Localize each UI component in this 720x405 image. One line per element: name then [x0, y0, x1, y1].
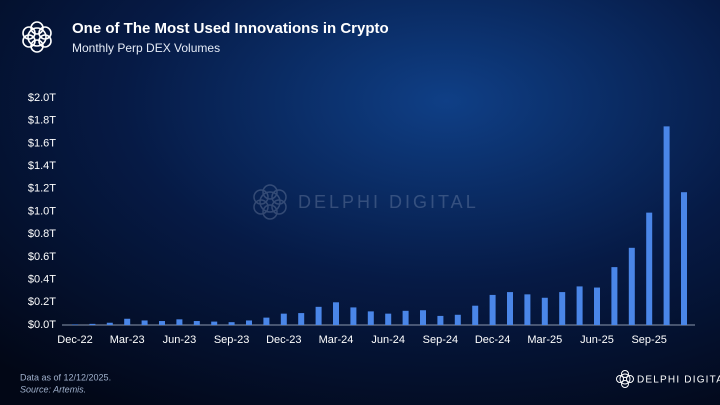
x-tick-label: Sep-23	[214, 334, 249, 346]
x-tick-label: Sep-25	[631, 334, 666, 346]
footnote: Source: Artemis.	[20, 384, 86, 394]
y-tick-label: $0.8T	[28, 228, 56, 240]
bar	[176, 319, 183, 325]
x-tick-label: Sep-24	[423, 334, 458, 346]
y-tick-label: $0.2T	[28, 296, 56, 308]
bar	[611, 267, 618, 325]
bar	[263, 317, 270, 325]
x-tick-label: Dec-24	[475, 334, 510, 346]
watermark: DELPHI DIGITAL	[253, 184, 479, 220]
brand-icon	[616, 370, 634, 388]
bar	[367, 311, 374, 325]
bar	[489, 294, 496, 325]
bar	[124, 318, 131, 325]
bar	[333, 302, 339, 325]
bar	[576, 286, 583, 325]
chart-subtitle: Monthly Perp DEX Volumes	[72, 41, 220, 55]
bar	[89, 323, 96, 325]
bar	[385, 313, 392, 325]
bar	[524, 294, 531, 325]
bar	[472, 305, 479, 325]
logo-icon	[22, 21, 52, 53]
bar	[315, 306, 322, 325]
x-tick-label: Mar-25	[527, 334, 562, 346]
bar	[193, 321, 200, 325]
y-tick-label: $2.0T	[28, 92, 56, 104]
x-tick-label: Dec-22	[57, 334, 92, 346]
bar	[420, 310, 426, 325]
bar	[681, 192, 687, 325]
bar	[72, 324, 78, 325]
x-tick-label: Dec-23	[266, 334, 301, 346]
bar	[246, 320, 252, 325]
bar	[298, 313, 305, 325]
y-tick-label: $0.6T	[28, 251, 56, 263]
x-tick-label: Jun-23	[163, 334, 197, 346]
chart-title: One of The Most Used Innovations in Cryp…	[72, 20, 389, 37]
bar	[211, 321, 218, 325]
x-tick-label: Mar-23	[110, 334, 145, 346]
brand-text: DELPHI DIGITAL	[637, 375, 720, 386]
bar	[628, 247, 635, 325]
y-tick-label: $0.0T	[28, 319, 56, 331]
bar	[350, 307, 357, 325]
watermark-text: DELPHI DIGITAL	[298, 192, 479, 212]
x-tick-label: Mar-24	[319, 334, 354, 346]
y-tick-label: $0.4T	[28, 274, 56, 286]
bar	[228, 322, 235, 325]
bar	[280, 313, 287, 325]
bar	[454, 314, 461, 325]
y-tick-label: $1.4T	[28, 160, 56, 172]
bar	[646, 212, 653, 325]
bar	[541, 297, 548, 325]
y-tick-label: $1.0T	[28, 205, 56, 217]
y-tick-label: $1.2T	[28, 183, 56, 195]
bar	[507, 292, 513, 325]
y-tick-label: $1.6T	[28, 137, 56, 149]
bar	[141, 320, 148, 325]
bar	[559, 292, 566, 325]
bar	[663, 126, 670, 325]
y-tick-label: $1.8T	[28, 115, 56, 127]
x-tick-label: Jun-24	[371, 334, 405, 346]
bar	[106, 322, 113, 325]
bar	[437, 315, 444, 325]
bar	[594, 287, 600, 325]
bar	[159, 321, 165, 325]
x-tick-label: Jun-25	[580, 334, 614, 346]
footnote: Data as of 12/12/2025.	[20, 372, 111, 382]
bar	[402, 310, 409, 325]
